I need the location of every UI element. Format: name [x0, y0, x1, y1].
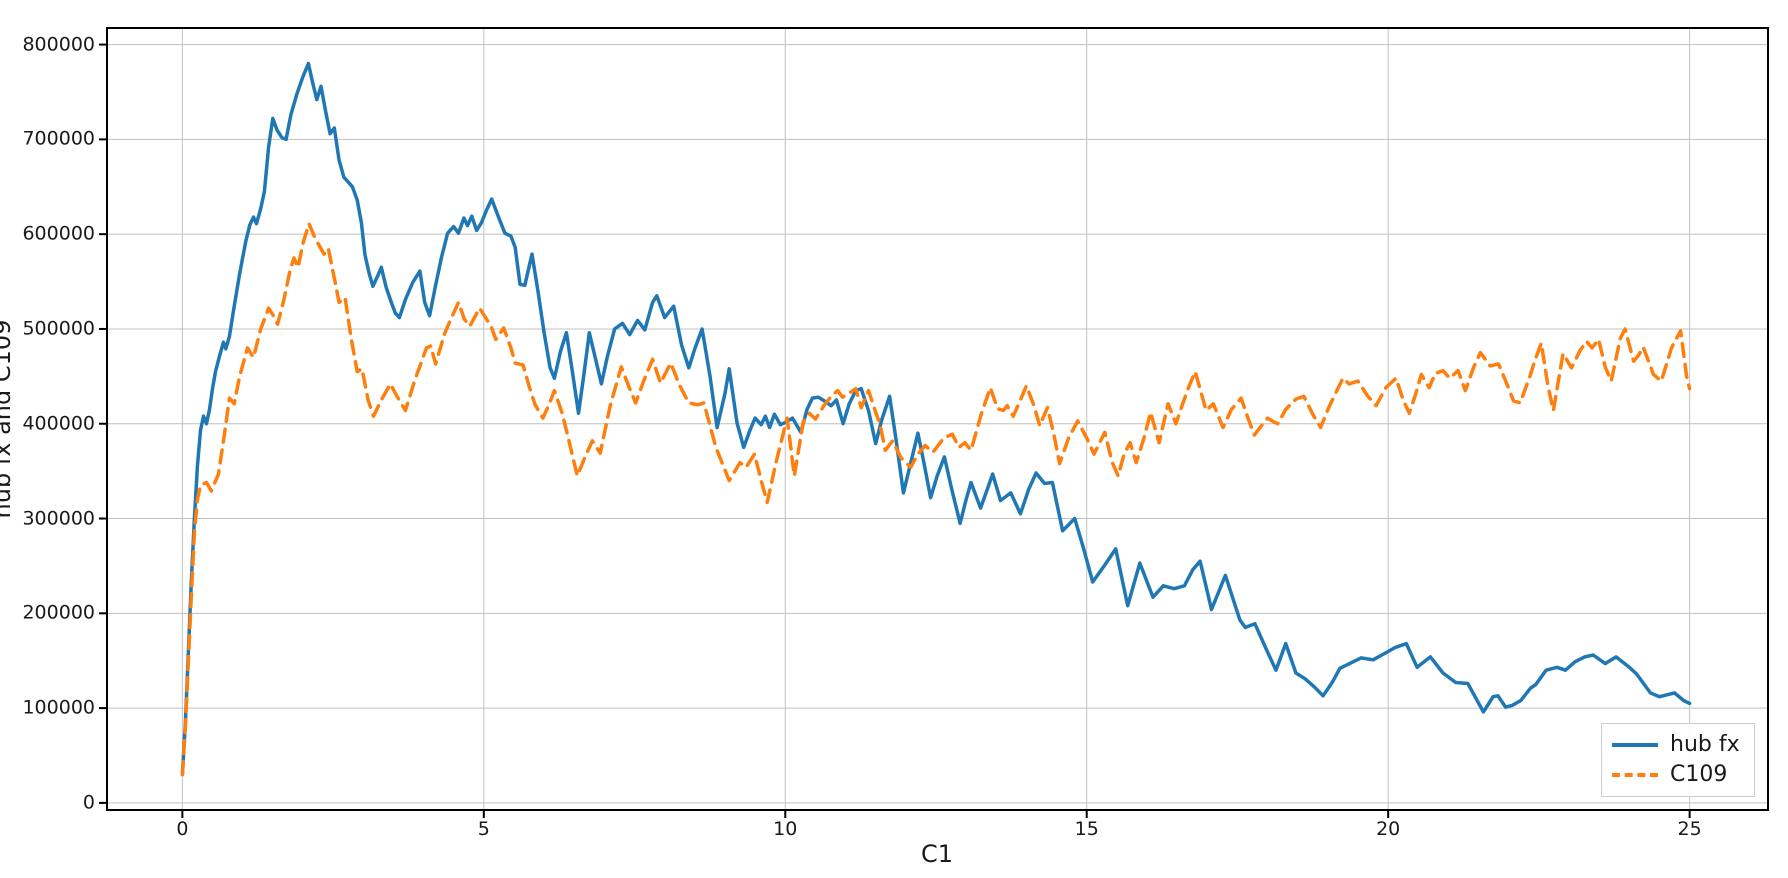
y-tick-label: 300000	[22, 507, 95, 530]
y-tick-label: 0	[82, 791, 95, 814]
legend-item-hub-fx: hub fx	[1612, 734, 1744, 756]
x-axis-label: C1	[920, 840, 954, 868]
y-tick-label: 100000	[22, 696, 95, 719]
y-tick-label: 600000	[22, 222, 95, 245]
axes-spines	[106, 27, 1769, 811]
legend-label-hub-fx: hub fx	[1670, 732, 1740, 757]
y-tick-label: 800000	[22, 33, 95, 56]
y-tick-label: 500000	[22, 317, 95, 340]
legend-item-c109: C109	[1612, 764, 1744, 786]
series-line-hub-fx	[180, 61, 1692, 777]
legend-line-sample-dashed	[1612, 773, 1658, 777]
x-tick-label: 0	[176, 818, 189, 840]
legend-line-sample-solid	[1612, 743, 1658, 747]
x-tick-label: 5	[477, 818, 490, 840]
y-tick-label: 200000	[22, 601, 95, 624]
series-line-c109	[180, 221, 1692, 777]
y-axis-label: hub fx and C109	[0, 319, 16, 519]
x-tick-label: 15	[1074, 818, 1099, 840]
legend-label-c109: C109	[1670, 762, 1728, 787]
y-tick-label: 400000	[22, 412, 95, 435]
legend: hub fx C109	[1601, 723, 1755, 797]
x-tick-label: 10	[773, 818, 798, 840]
x-tick-label: 20	[1376, 818, 1401, 840]
y-tick-label: 700000	[22, 127, 95, 150]
x-tick-label: 25	[1677, 818, 1702, 840]
